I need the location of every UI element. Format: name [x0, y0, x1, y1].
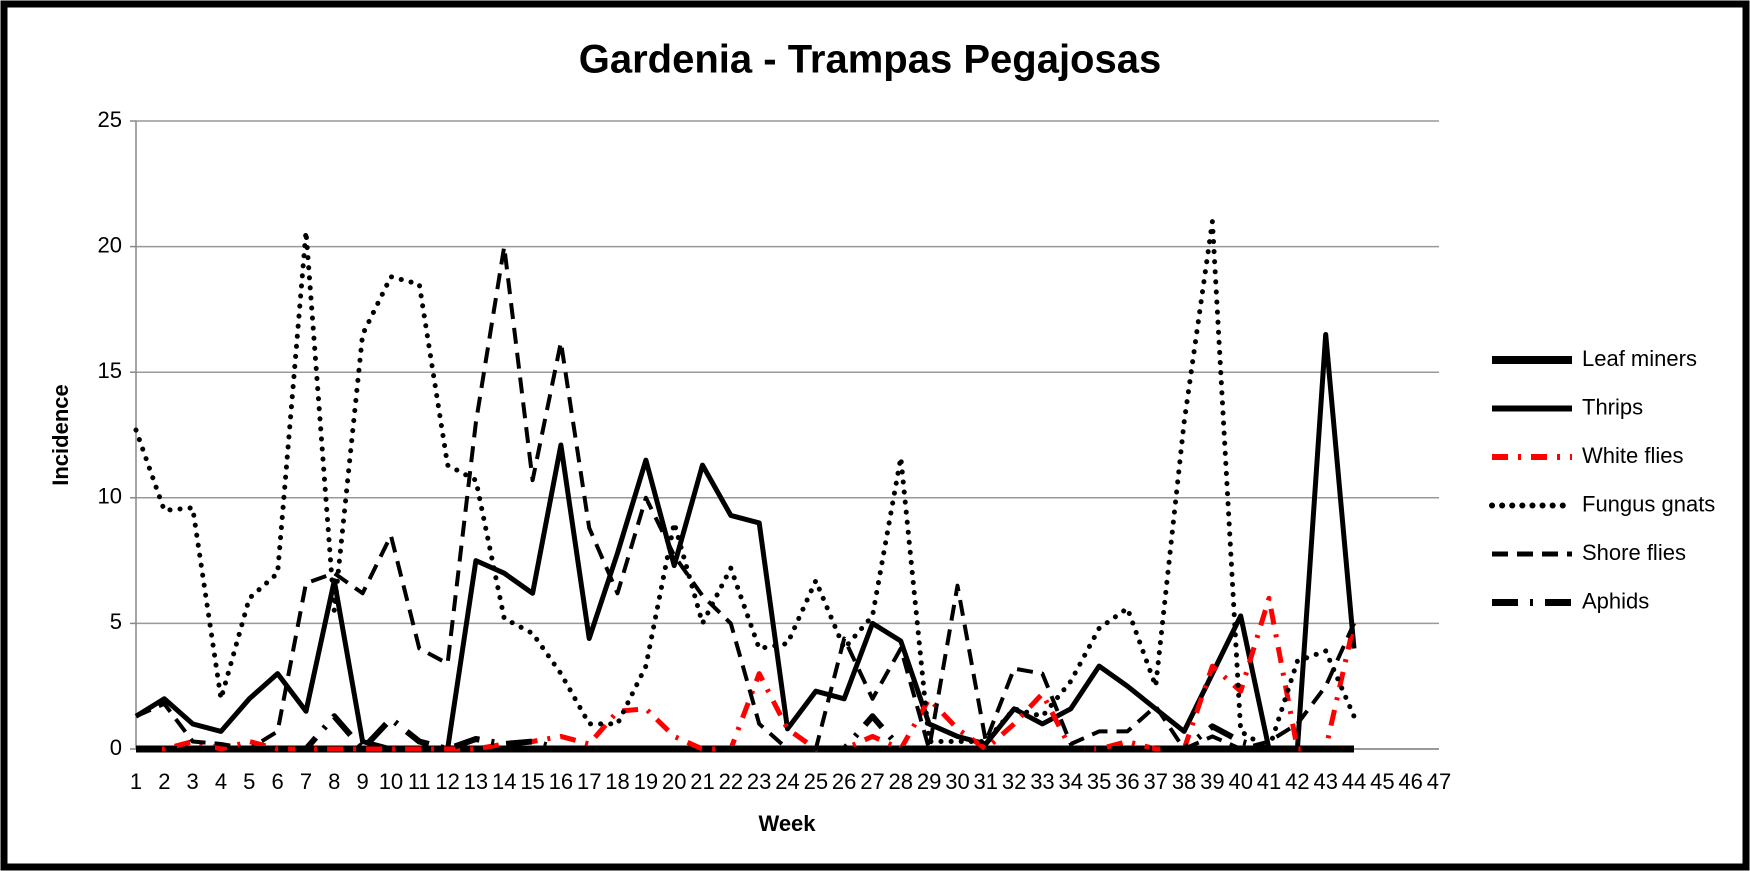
x-tick-label: 31 [974, 769, 998, 794]
x-tick-label: 8 [328, 769, 340, 794]
x-tick-label: 5 [243, 769, 255, 794]
x-tick-label: 3 [187, 769, 199, 794]
x-tick-label: 4 [215, 769, 227, 794]
x-tick-label: 21 [690, 769, 714, 794]
x-tick-label: 38 [1172, 769, 1196, 794]
series-line [136, 713, 1354, 752]
legend-label: Shore flies [1582, 540, 1686, 565]
x-tick-label: 17 [577, 769, 601, 794]
x-tick-label: 13 [464, 769, 488, 794]
x-tick-label: 40 [1228, 769, 1252, 794]
y-tick-label: 10 [98, 484, 122, 509]
x-tick-label: 9 [356, 769, 368, 794]
x-tick-label: 39 [1200, 769, 1224, 794]
x-tick-label: 24 [775, 769, 799, 794]
legend-label: White flies [1582, 443, 1683, 468]
chart-title: Gardenia - Trampas Pegajosas [579, 38, 1161, 82]
y-axis-label: Incidence [48, 384, 73, 485]
x-tick-label: 6 [272, 769, 284, 794]
x-tick-label: 11 [408, 769, 431, 794]
y-tick-label: 5 [110, 609, 122, 634]
x-tick-label: 27 [860, 769, 884, 794]
x-tick-label: 22 [719, 769, 743, 794]
x-tick-label: 7 [300, 769, 312, 794]
x-tick-label: 37 [1143, 769, 1167, 794]
x-tick-label: 30 [945, 769, 969, 794]
x-tick-label: 44 [1342, 769, 1366, 794]
x-tick-label: 28 [889, 769, 913, 794]
series-line [134, 332, 1357, 752]
x-tick-label: 32 [1002, 769, 1026, 794]
x-tick-label: 2 [158, 769, 170, 794]
x-tick-label: 18 [605, 769, 629, 794]
x-tick-label: 29 [917, 769, 941, 794]
x-tick-label: 36 [1115, 769, 1139, 794]
x-tick-label: 33 [1030, 769, 1054, 794]
x-tick-label: 46 [1398, 769, 1422, 794]
x-tick-label: 23 [747, 769, 771, 794]
x-tick-label: 19 [634, 769, 658, 794]
x-tick-label: 35 [1087, 769, 1111, 794]
x-tick-label: 12 [435, 769, 459, 794]
x-axis-label: Week [758, 811, 816, 836]
x-tick-label: 10 [379, 769, 403, 794]
legend-label: Thrips [1582, 394, 1643, 419]
x-tick-label: 20 [662, 769, 686, 794]
series-line [135, 244, 1356, 751]
x-tick-label: 45 [1370, 769, 1394, 794]
y-tick-label: 20 [98, 232, 122, 257]
x-tick-label: 34 [1059, 769, 1083, 794]
x-tick-label: 1 [130, 769, 142, 794]
x-tick-label: 47 [1427, 769, 1451, 794]
x-tick-label: 26 [832, 769, 856, 794]
series-line [133, 219, 1357, 752]
x-tick-label: 25 [804, 769, 828, 794]
x-tick-label: 43 [1313, 769, 1337, 794]
y-tick-label: 25 [98, 107, 122, 132]
y-tick-label: 15 [98, 358, 122, 383]
x-tick-label: 41 [1257, 769, 1281, 794]
x-tick-label: 14 [492, 769, 516, 794]
legend-label: Aphids [1582, 588, 1649, 613]
legend-label: Leaf miners [1582, 346, 1697, 371]
x-tick-label: 15 [520, 769, 544, 794]
x-tick-label: 42 [1285, 769, 1309, 794]
legend-label: Fungus gnats [1582, 491, 1715, 516]
x-tick-label: 16 [549, 769, 573, 794]
y-tick-label: 0 [110, 735, 122, 760]
